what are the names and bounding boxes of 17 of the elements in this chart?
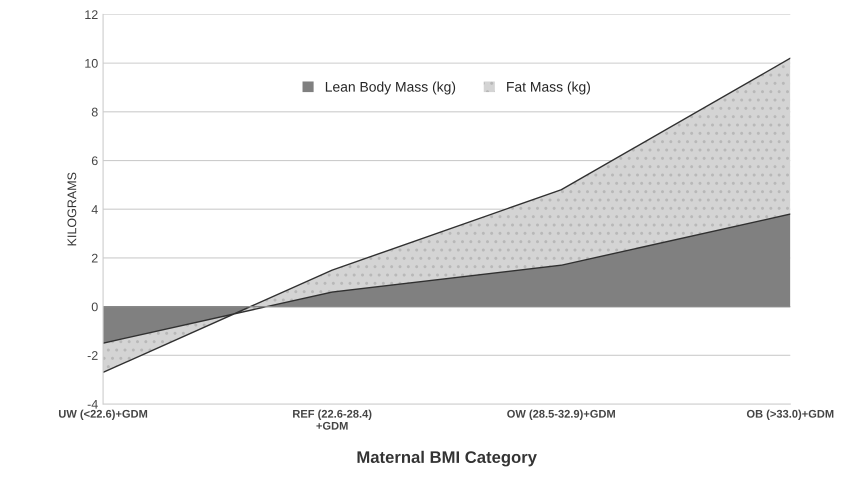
legend-label: Fat Mass (kg) xyxy=(507,82,590,94)
y-tick-label: 2 xyxy=(92,254,98,262)
x-tick-label: OB (>33.0)+GDM xyxy=(746,410,834,420)
y-axis-title: KILOGRAMS xyxy=(67,172,76,246)
y-tick-label: -4 xyxy=(88,400,98,409)
y-tick-label: 0 xyxy=(92,302,98,312)
y-tick-label: -2 xyxy=(88,351,98,360)
y-tick-label: 4 xyxy=(92,205,98,214)
y-tick-label: 12 xyxy=(85,10,98,19)
y-tick-label: 10 xyxy=(85,58,98,68)
x-tick-label: OW (28.5-32.9)+GDM xyxy=(507,410,615,420)
x-axis-title: Maternal BMI Category xyxy=(358,450,537,466)
x-tick-label: REF (22.6-28.4) +GDM xyxy=(293,410,372,430)
y-tick-label: 8 xyxy=(92,108,98,116)
y-tick-label: 6 xyxy=(92,156,98,166)
x-tick-label: UW (<22.6)+GDM xyxy=(58,410,148,420)
legend-label: Lean Body Mass (kg) xyxy=(326,82,456,94)
